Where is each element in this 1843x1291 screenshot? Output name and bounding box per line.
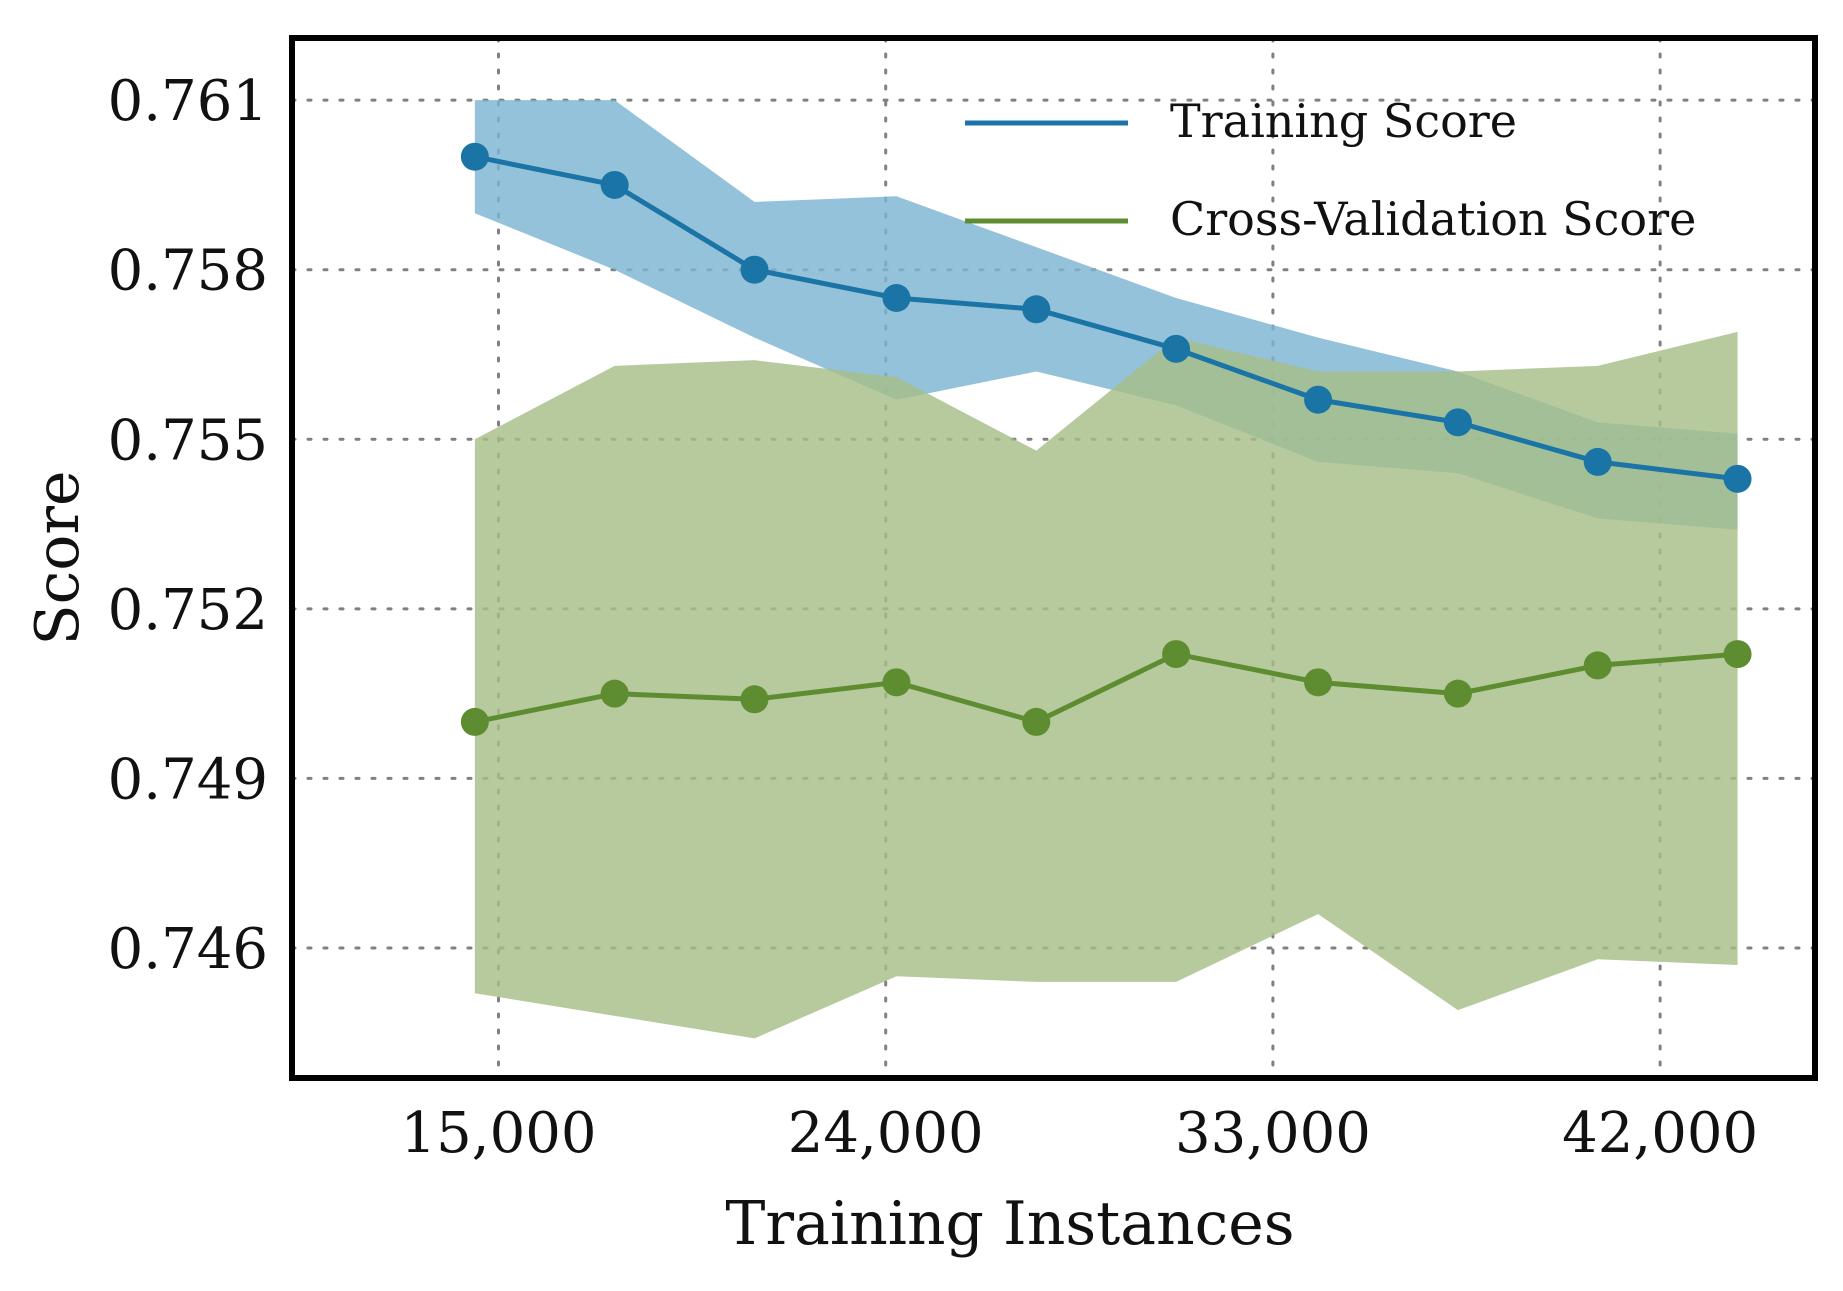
x-tick-label: 42,000 bbox=[1562, 1101, 1758, 1166]
y-tick-label: 0.758 bbox=[108, 239, 268, 304]
cross-validation-score-point bbox=[1443, 679, 1472, 708]
x-axis-title: Training Instances bbox=[725, 1189, 1294, 1259]
training-score-point bbox=[740, 255, 769, 284]
y-tick-label: 0.752 bbox=[108, 578, 268, 643]
cross-validation-score-point bbox=[1162, 640, 1191, 669]
training-score-point bbox=[600, 170, 629, 199]
series-points bbox=[460, 142, 1752, 736]
training-score-line bbox=[474, 154, 1738, 482]
cross-validation-score-point bbox=[600, 679, 629, 708]
cross-validation-score-line bbox=[474, 651, 1738, 725]
y-tick-labels: 0.746 0.749 0.752 0.755 0.758 0.761 bbox=[108, 69, 268, 982]
training-score-point bbox=[1162, 334, 1191, 363]
x-tick-label: 33,000 bbox=[1175, 1101, 1371, 1166]
legend-label-cross-validation-score: Cross-Validation Score bbox=[1170, 192, 1696, 246]
x-tick-label: 15,000 bbox=[401, 1101, 597, 1166]
training-score-point bbox=[1583, 447, 1612, 476]
legend-label-training-score: Training Score bbox=[1170, 94, 1517, 148]
x-tick-labels: 15,000 24,000 33,000 42,000 bbox=[401, 1101, 1759, 1166]
training-score-point bbox=[460, 142, 489, 171]
y-tick-label: 0.761 bbox=[108, 69, 268, 134]
cross-validation-score-point bbox=[1583, 651, 1612, 680]
legend: Training Score Cross-Validation Score bbox=[965, 94, 1696, 246]
training-score-point bbox=[1304, 385, 1333, 414]
cross-validation-score-point bbox=[1723, 640, 1752, 669]
training-score-point bbox=[1022, 295, 1051, 324]
cross-validation-score-point bbox=[740, 685, 769, 714]
x-tick-label: 24,000 bbox=[788, 1101, 984, 1166]
training-score-point bbox=[1443, 408, 1472, 437]
cross-validation-score-point bbox=[1304, 668, 1333, 697]
cross-validation-score-point bbox=[1022, 707, 1051, 736]
y-tick-label: 0.746 bbox=[108, 917, 268, 982]
cross-validation-score-point bbox=[460, 707, 489, 736]
y-tick-label: 0.755 bbox=[108, 408, 268, 473]
y-axis-title: Score bbox=[23, 470, 93, 645]
cross-validation-score-point bbox=[882, 668, 911, 697]
training-score-point bbox=[1723, 464, 1752, 493]
series-lines bbox=[474, 154, 1738, 725]
training-score-point bbox=[882, 284, 911, 312]
cross-validation-score-band bbox=[474, 331, 1738, 1039]
y-tick-label: 0.749 bbox=[108, 747, 268, 812]
confidence-bands bbox=[474, 100, 1738, 1039]
plot-frame bbox=[289, 35, 1818, 1081]
